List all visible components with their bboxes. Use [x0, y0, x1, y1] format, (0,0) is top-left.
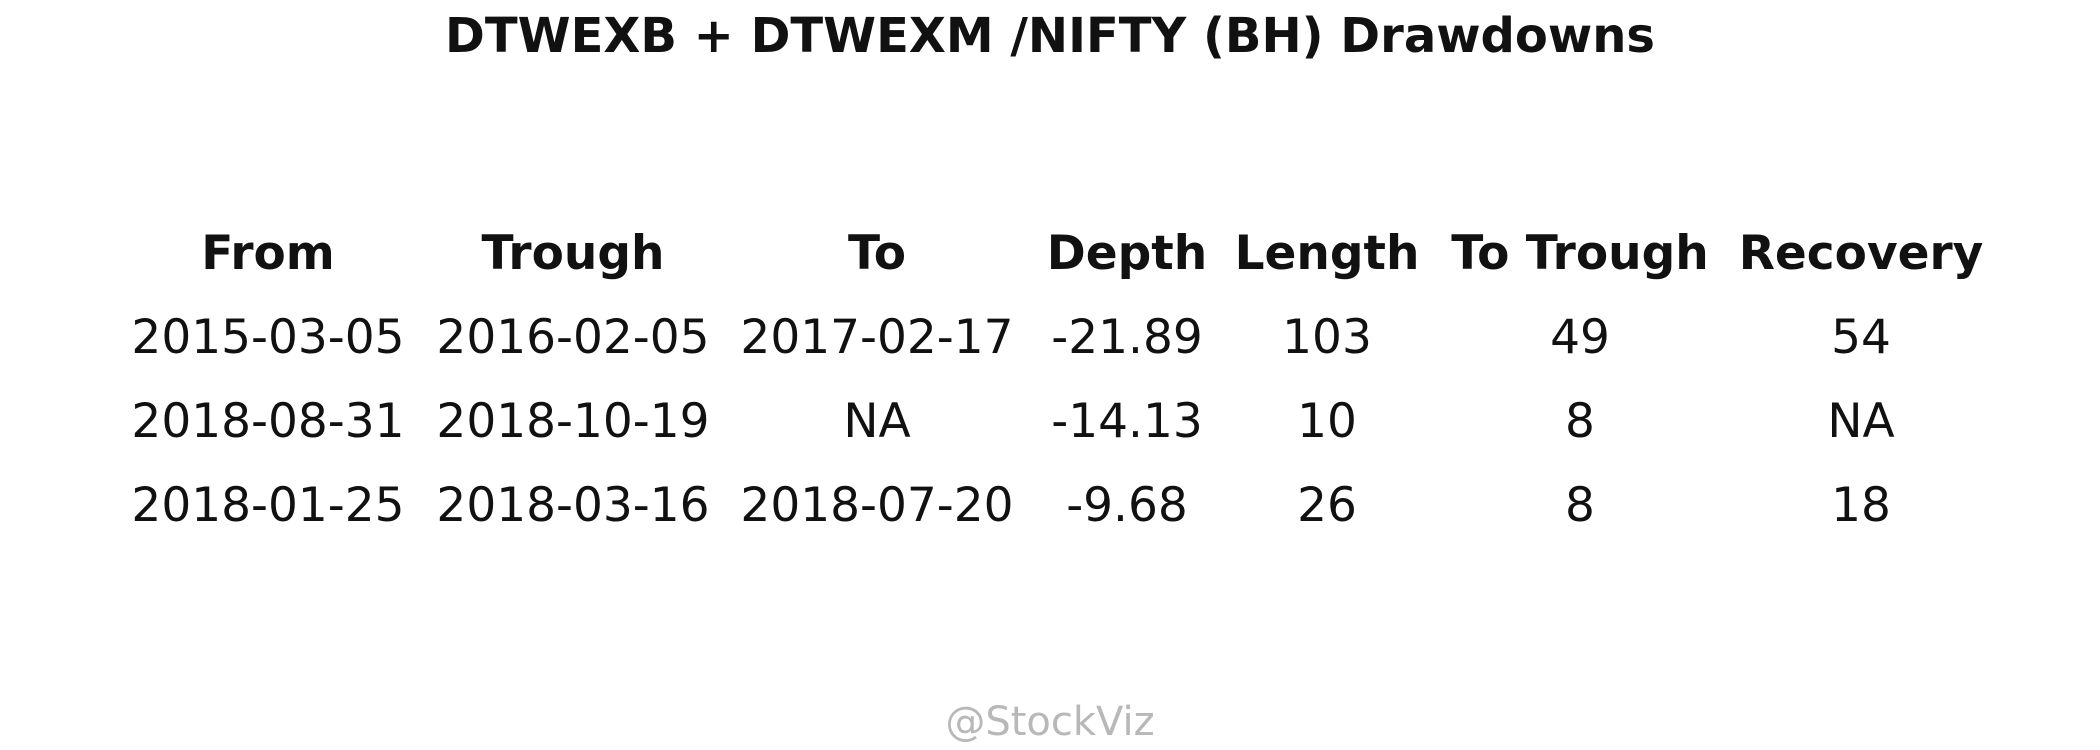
- table-cell: NA: [843, 394, 911, 449]
- table-cell: 2016-02-05: [436, 310, 710, 365]
- table-cell: 49: [1550, 310, 1610, 365]
- column-header-from: From: [201, 226, 335, 281]
- watermark: @StockViz: [945, 699, 1155, 745]
- table-cell: 18: [1831, 478, 1891, 533]
- table-cell: 54: [1831, 310, 1891, 365]
- table-cell: 2015-03-05: [131, 310, 405, 365]
- drawdown-table: From Trough To Depth Length To Trough Re…: [131, 226, 1984, 533]
- column-header-to: To: [847, 226, 907, 281]
- table-cell: -21.89: [1051, 310, 1203, 365]
- table-cell: 8: [1565, 394, 1595, 449]
- table-cell: 2018-10-19: [436, 394, 710, 449]
- table-cell: 103: [1282, 310, 1372, 365]
- table-cell: 2018-03-16: [436, 478, 710, 533]
- table-cell: -14.13: [1051, 394, 1203, 449]
- table-cell: 2018-01-25: [131, 478, 405, 533]
- table-cell: 2018-08-31: [131, 394, 405, 449]
- table-cell: 2018-07-20: [740, 478, 1014, 533]
- table-cell: 10: [1297, 394, 1357, 449]
- column-header-depth: Depth: [1046, 226, 1208, 281]
- chart-title: DTWEXB + DTWEXM /NIFTY (BH) Drawdowns: [445, 8, 1655, 64]
- table-cell: 8: [1565, 478, 1595, 533]
- table-cell: -9.68: [1066, 478, 1188, 533]
- table-cell: NA: [1827, 394, 1895, 449]
- column-header-length: Length: [1234, 226, 1420, 281]
- column-header-recovery: Recovery: [1738, 226, 1984, 281]
- column-header-to-trough: To Trough: [1451, 226, 1709, 281]
- table-cell: 2017-02-17: [740, 310, 1014, 365]
- table-cell: 26: [1297, 478, 1357, 533]
- column-header-trough: Trough: [481, 226, 665, 281]
